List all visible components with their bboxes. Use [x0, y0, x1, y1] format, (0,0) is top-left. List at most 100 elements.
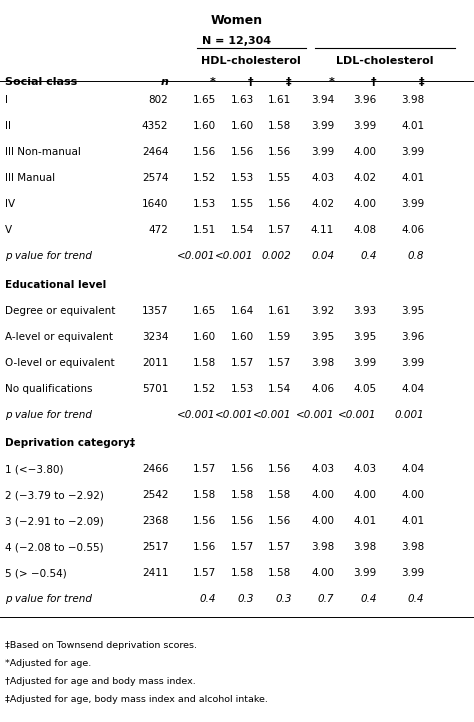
Text: ‡Based on Townsend deprivation scores.: ‡Based on Townsend deprivation scores. [5, 641, 197, 650]
Text: 1.57: 1.57 [192, 464, 216, 474]
Text: 1.57: 1.57 [268, 225, 292, 235]
Text: 4.00: 4.00 [311, 568, 334, 578]
Text: 3.92: 3.92 [311, 306, 334, 316]
Text: 4.04: 4.04 [401, 464, 424, 474]
Text: 4.01: 4.01 [401, 516, 424, 526]
Text: Educational level: Educational level [5, 280, 106, 290]
Text: Social class: Social class [5, 77, 77, 87]
Text: 1.64: 1.64 [230, 306, 254, 316]
Text: 3.95: 3.95 [311, 332, 334, 342]
Text: 0.7: 0.7 [318, 594, 334, 604]
Text: 3.99: 3.99 [401, 147, 424, 157]
Text: 2517: 2517 [142, 542, 168, 552]
Text: 0.4: 0.4 [408, 594, 424, 604]
Text: †: † [248, 77, 254, 87]
Text: 3.99: 3.99 [401, 568, 424, 578]
Text: Women: Women [211, 14, 263, 27]
Text: 3.96: 3.96 [354, 95, 377, 105]
Text: 3.98: 3.98 [311, 542, 334, 552]
Text: <0.001: <0.001 [215, 251, 254, 261]
Text: 4.03: 4.03 [311, 464, 334, 474]
Text: 4.00: 4.00 [354, 490, 377, 500]
Text: 0.4: 0.4 [199, 594, 216, 604]
Text: 1.56: 1.56 [230, 464, 254, 474]
Text: Degree or equivalent: Degree or equivalent [5, 306, 115, 316]
Text: 3.99: 3.99 [311, 121, 334, 131]
Text: 4.06: 4.06 [401, 225, 424, 235]
Text: 3.99: 3.99 [401, 358, 424, 367]
Text: 1.65: 1.65 [192, 95, 216, 105]
Text: 1.65: 1.65 [192, 306, 216, 316]
Text: 4.03: 4.03 [354, 464, 377, 474]
Text: 2011: 2011 [142, 358, 168, 367]
Text: *: * [210, 77, 216, 87]
Text: 2574: 2574 [142, 173, 168, 183]
Text: p value for trend: p value for trend [5, 594, 92, 604]
Text: 4.00: 4.00 [354, 199, 377, 209]
Text: 1.53: 1.53 [192, 199, 216, 209]
Text: 1.57: 1.57 [192, 568, 216, 578]
Text: 1.57: 1.57 [268, 542, 292, 552]
Text: 3.99: 3.99 [311, 147, 334, 157]
Text: 1.54: 1.54 [230, 225, 254, 235]
Text: 1.55: 1.55 [230, 199, 254, 209]
Text: 3.99: 3.99 [354, 358, 377, 367]
Text: 0.002: 0.002 [262, 251, 292, 261]
Text: 3.99: 3.99 [354, 121, 377, 131]
Text: 5701: 5701 [142, 384, 168, 393]
Text: 4.02: 4.02 [354, 173, 377, 183]
Text: 2464: 2464 [142, 147, 168, 157]
Text: 3.96: 3.96 [401, 332, 424, 342]
Text: 1.58: 1.58 [192, 358, 216, 367]
Text: 1.58: 1.58 [230, 490, 254, 500]
Text: 1.54: 1.54 [268, 384, 292, 393]
Text: 3.99: 3.99 [354, 568, 377, 578]
Text: 4.02: 4.02 [311, 199, 334, 209]
Text: 2368: 2368 [142, 516, 168, 526]
Text: IV: IV [5, 199, 15, 209]
Text: 802: 802 [148, 95, 168, 105]
Text: 4.04: 4.04 [401, 384, 424, 393]
Text: 3234: 3234 [142, 332, 168, 342]
Text: 4 (−2.08 to −0.55): 4 (−2.08 to −0.55) [5, 542, 103, 552]
Text: 3.94: 3.94 [311, 95, 334, 105]
Text: 1.55: 1.55 [268, 173, 292, 183]
Text: O-level or equivalent: O-level or equivalent [5, 358, 114, 367]
Text: 1.56: 1.56 [192, 516, 216, 526]
Text: 0.4: 0.4 [360, 594, 377, 604]
Text: 0.4: 0.4 [360, 251, 377, 261]
Text: V: V [5, 225, 12, 235]
Text: 1.58: 1.58 [268, 568, 292, 578]
Text: <0.001: <0.001 [253, 410, 292, 419]
Text: 4.00: 4.00 [311, 490, 334, 500]
Text: 0.001: 0.001 [394, 410, 424, 419]
Text: 1.56: 1.56 [268, 147, 292, 157]
Text: 1 (<−3.80): 1 (<−3.80) [5, 464, 63, 474]
Text: 0.8: 0.8 [408, 251, 424, 261]
Text: 4.08: 4.08 [354, 225, 377, 235]
Text: †: † [371, 77, 377, 87]
Text: 1.63: 1.63 [230, 95, 254, 105]
Text: 4.00: 4.00 [401, 490, 424, 500]
Text: 3 (−2.91 to −2.09): 3 (−2.91 to −2.09) [5, 516, 103, 526]
Text: II: II [5, 121, 11, 131]
Text: <0.001: <0.001 [215, 410, 254, 419]
Text: 1.61: 1.61 [268, 306, 292, 316]
Text: 0.04: 0.04 [311, 251, 334, 261]
Text: 1.51: 1.51 [192, 225, 216, 235]
Text: 1.53: 1.53 [230, 173, 254, 183]
Text: 4.03: 4.03 [311, 173, 334, 183]
Text: 1.58: 1.58 [230, 568, 254, 578]
Text: 2542: 2542 [142, 490, 168, 500]
Text: 3.98: 3.98 [354, 542, 377, 552]
Text: 4.05: 4.05 [354, 384, 377, 393]
Text: 4.00: 4.00 [354, 147, 377, 157]
Text: 4.00: 4.00 [311, 516, 334, 526]
Text: LDL-cholesterol: LDL-cholesterol [337, 56, 434, 66]
Text: n: n [160, 77, 168, 87]
Text: HDL-cholesterol: HDL-cholesterol [201, 56, 301, 66]
Text: No qualifications: No qualifications [5, 384, 92, 393]
Text: 1.52: 1.52 [192, 384, 216, 393]
Text: 3.99: 3.99 [401, 199, 424, 209]
Text: 1.56: 1.56 [192, 147, 216, 157]
